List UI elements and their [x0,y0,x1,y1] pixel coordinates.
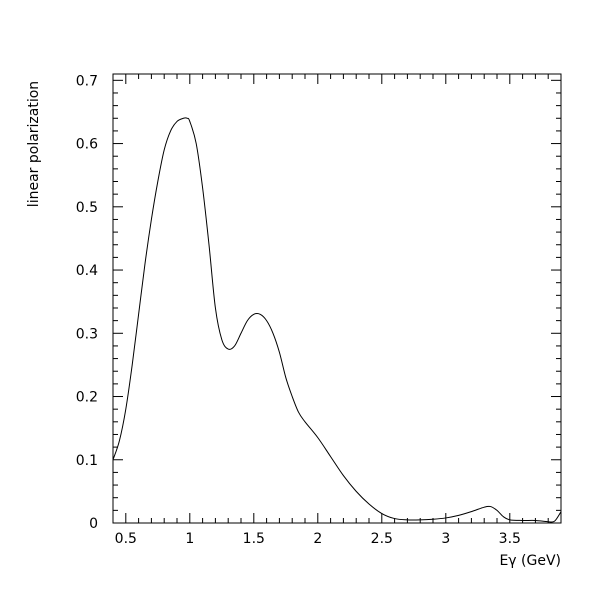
y-tick-label: 0.6 [76,137,98,153]
y-tick-label: 0.7 [76,73,98,89]
x-axis-ticks [112,74,562,523]
y-axis-ticks [113,79,561,524]
y-tick-label: 0.3 [76,326,98,342]
y-axis-title: linear polarization [26,81,42,207]
polarization-curve [112,117,562,523]
x-tick-label: 0.5 [115,531,137,547]
x-tick-label: 3 [441,531,450,547]
x-axis-title: Eγ (GeV) [499,553,561,569]
x-tick-label: 1.5 [243,531,265,547]
y-axis-tick-labels: 0 0.1 0.2 0.3 0.4 0.5 0.6 0.7 [76,73,98,532]
y-tick-label: 0.4 [76,263,98,279]
y-tick-label: 0.1 [76,453,98,469]
y-tick-label: 0.5 [76,200,98,216]
plot-frame [112,73,562,524]
y-tick-label: 0.2 [76,390,98,406]
y-tick-label: 0 [89,516,98,532]
x-tick-label: 2 [313,531,322,547]
x-tick-label: 3.5 [499,531,521,547]
x-tick-label: 2.5 [371,531,393,547]
x-axis-tick-labels: 0.5 1 1.5 2 2.5 3 3.5 [115,531,521,547]
x-tick-label: 1 [185,531,194,547]
